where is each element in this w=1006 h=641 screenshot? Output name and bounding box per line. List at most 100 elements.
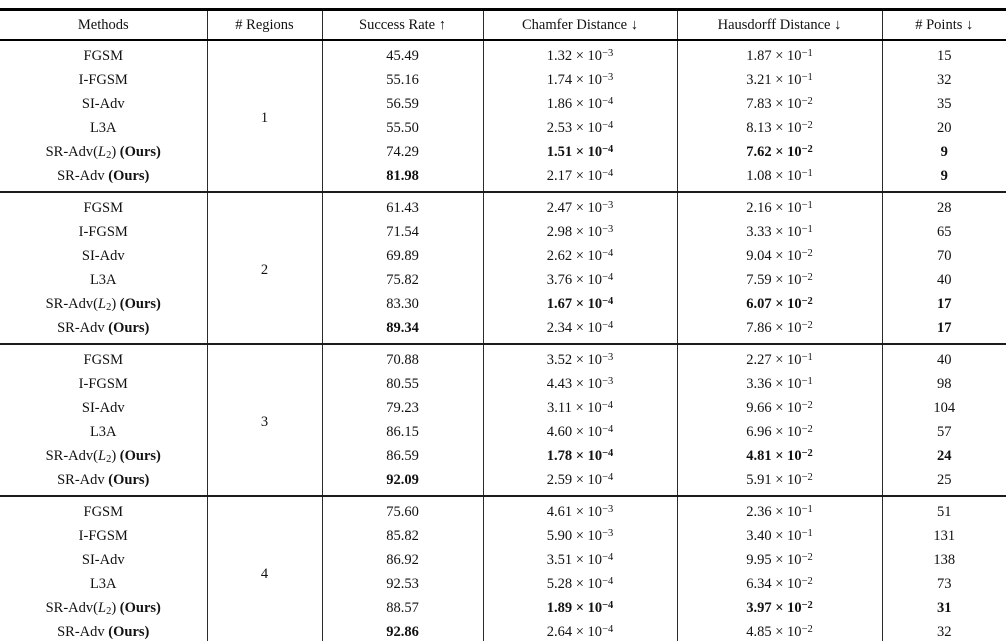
- success-rate-cell: 69.89: [321, 244, 483, 268]
- points-cell: 57: [881, 420, 1006, 444]
- success-rate-cell: 70.88: [321, 344, 483, 372]
- hausdorff-distance-cell: 6.07 × 10−2: [676, 292, 882, 316]
- hausdorff-distance-cell: 4.85 × 10−2: [676, 620, 882, 641]
- regions-cell: 2: [206, 192, 322, 344]
- table-row: L3A 55.50 2.53 × 10−4 8.13 × 10−2 20: [0, 116, 1006, 140]
- method-cell: I-FGSM: [78, 376, 128, 392]
- table-row: SR-Adv(L2) (Ours) 74.29 1.51 × 10−4 7.62 × …: [0, 140, 1006, 164]
- points-cell: 32: [881, 68, 1006, 92]
- method-cell: I-FGSM: [78, 72, 128, 88]
- success-rate-cell: 88.57: [321, 596, 483, 620]
- region-group: FGSM 1 45.49 1.32 × 10−3 1.87 × 10−1 15 I-FGSM…: [0, 40, 1006, 192]
- chamfer-distance-cell: 4.43 × 10−3: [482, 372, 677, 396]
- method-cell: SR-Adv(L2) (Ours): [45, 600, 161, 617]
- table-row: I-FGSM 85.82 5.90 × 10−3 3.40 × 10−1 131: [0, 524, 1006, 548]
- hausdorff-distance-cell: 2.16 × 10−1: [676, 192, 882, 220]
- hausdorff-distance-cell: 1.08 × 10−1: [676, 164, 882, 192]
- success-rate-cell: 86.59: [321, 444, 483, 468]
- success-rate-cell: 86.92: [321, 548, 483, 572]
- chamfer-distance-cell: 1.67 × 10−4: [482, 292, 677, 316]
- points-cell: 65: [881, 220, 1006, 244]
- method-cell: SR-Adv (Ours): [57, 624, 150, 640]
- points-cell: 15: [881, 40, 1006, 68]
- table-row: SR-Adv (Ours) 92.86 2.64 × 10−4 4.85 × 10−2…: [0, 620, 1006, 641]
- hausdorff-distance-cell: 3.97 × 10−2: [676, 596, 882, 620]
- points-cell: 25: [881, 468, 1006, 496]
- hausdorff-distance-cell: 9.95 × 10−2: [676, 548, 882, 572]
- chamfer-distance-cell: 2.59 × 10−4: [482, 468, 677, 496]
- table-row: L3A 86.15 4.60 × 10−4 6.96 × 10−2 57: [0, 420, 1006, 444]
- table-row: SR-Adv (Ours) 89.34 2.34 × 10−4 7.86 × 10−2…: [0, 316, 1006, 344]
- chamfer-distance-cell: 1.51 × 10−4: [482, 140, 677, 164]
- success-rate-cell: 56.59: [321, 92, 483, 116]
- success-rate-cell: 81.98: [321, 164, 483, 192]
- chamfer-distance-cell: 1.89 × 10−4: [482, 596, 677, 620]
- method-cell: I-FGSM: [78, 224, 128, 240]
- chamfer-distance-cell: 2.47 × 10−3: [482, 192, 677, 220]
- method-cell: SR-Adv(L2) (Ours): [45, 448, 161, 465]
- chamfer-distance-cell: 2.17 × 10−4: [482, 164, 677, 192]
- hausdorff-distance-cell: 7.62 × 10−2: [676, 140, 882, 164]
- points-cell: 73: [881, 572, 1006, 596]
- table-row: L3A 92.53 5.28 × 10−4 6.34 × 10−2 73: [0, 572, 1006, 596]
- success-rate-cell: 55.16: [321, 68, 483, 92]
- points-cell: 17: [881, 292, 1006, 316]
- points-cell: 32: [881, 620, 1006, 641]
- success-rate-cell: 89.34: [321, 316, 483, 344]
- points-cell: 131: [881, 524, 1006, 548]
- column-header-method: Methods: [77, 17, 129, 33]
- table-row: L3A 75.82 3.76 × 10−4 7.59 × 10−2 40: [0, 268, 1006, 292]
- chamfer-distance-cell: 1.86 × 10−4: [482, 92, 677, 116]
- column-header-points: # Points ↓: [881, 9, 1006, 40]
- success-rate-cell: 61.43: [321, 192, 483, 220]
- chamfer-distance-cell: 2.98 × 10−3: [482, 220, 677, 244]
- success-rate-cell: 85.82: [321, 524, 483, 548]
- column-header-hausdorff: Hausdorff Distance ↓: [676, 9, 882, 40]
- method-cell: SI-Adv: [81, 248, 125, 264]
- method-cell: L3A: [89, 272, 117, 288]
- table-row: SI-Adv 56.59 1.86 × 10−4 7.83 × 10−2 35: [0, 92, 1006, 116]
- hausdorff-distance-cell: 7.59 × 10−2: [676, 268, 882, 292]
- method-cell: L3A: [89, 120, 117, 136]
- success-rate-cell: 92.53: [321, 572, 483, 596]
- hausdorff-distance-cell: 8.13 × 10−2: [676, 116, 882, 140]
- chamfer-distance-cell: 3.51 × 10−4: [482, 548, 677, 572]
- points-cell: 20: [881, 116, 1006, 140]
- region-group: FGSM 3 70.88 3.52 × 10−3 2.27 × 10−1 40 I-FGSM…: [0, 344, 1006, 496]
- points-cell: 24: [881, 444, 1006, 468]
- table-row: SI-Adv 86.92 3.51 × 10−4 9.95 × 10−2 138: [0, 548, 1006, 572]
- method-cell: SI-Adv: [81, 400, 125, 416]
- chamfer-distance-cell: 4.61 × 10−3: [482, 496, 677, 524]
- hausdorff-distance-cell: 3.40 × 10−1: [676, 524, 882, 548]
- success-rate-cell: 45.49: [321, 40, 483, 68]
- hausdorff-distance-cell: 1.87 × 10−1: [676, 40, 882, 68]
- column-header-chamfer: Chamfer Distance ↓: [482, 9, 677, 40]
- method-cell: SR-Adv (Ours): [57, 168, 150, 184]
- points-cell: 9: [881, 140, 1006, 164]
- regions-cell: 1: [206, 40, 322, 192]
- table-row: I-FGSM 55.16 1.74 × 10−3 3.21 × 10−1 32: [0, 68, 1006, 92]
- table-row: FGSM 2 61.43 2.47 × 10−3 2.16 × 10−1 28: [0, 192, 1006, 344]
- success-rate-cell: 75.82: [321, 268, 483, 292]
- success-rate-cell: 92.09: [321, 468, 483, 496]
- success-rate-cell: 74.29: [321, 140, 483, 164]
- table-row: I-FGSM 71.54 2.98 × 10−3 3.33 × 10−1 65: [0, 220, 1006, 244]
- regions-cell: 4: [206, 496, 322, 641]
- hausdorff-distance-cell: 9.04 × 10−2: [676, 244, 882, 268]
- points-cell: 28: [881, 192, 1006, 220]
- success-rate-cell: 83.30: [321, 292, 483, 316]
- table-row: I-FGSM 80.55 4.43 × 10−3 3.36 × 10−1 98: [0, 372, 1006, 396]
- chamfer-distance-cell: 2.53 × 10−4: [482, 116, 677, 140]
- success-rate-cell: 79.23: [321, 396, 483, 420]
- method-cell: SI-Adv: [81, 96, 125, 112]
- points-cell: 70: [881, 244, 1006, 268]
- header-row: Methods # Regions Success Rate ↑ Chamfer Di…: [0, 9, 1006, 40]
- table-row: FGSM 4 75.60 4.61 × 10−3 2.36 × 10−1 51: [0, 496, 1006, 641]
- chamfer-distance-cell: 2.64 × 10−4: [482, 620, 677, 641]
- hausdorff-distance-cell: 2.36 × 10−1: [676, 496, 882, 524]
- hausdorff-distance-cell: 5.91 × 10−2: [676, 468, 882, 496]
- hausdorff-distance-cell: 2.27 × 10−1: [676, 344, 882, 372]
- hausdorff-distance-cell: 3.36 × 10−1: [676, 372, 882, 396]
- table-row: SR-Adv(L2) (Ours) 88.57 1.89 × 10−4 3.97 × …: [0, 596, 1006, 620]
